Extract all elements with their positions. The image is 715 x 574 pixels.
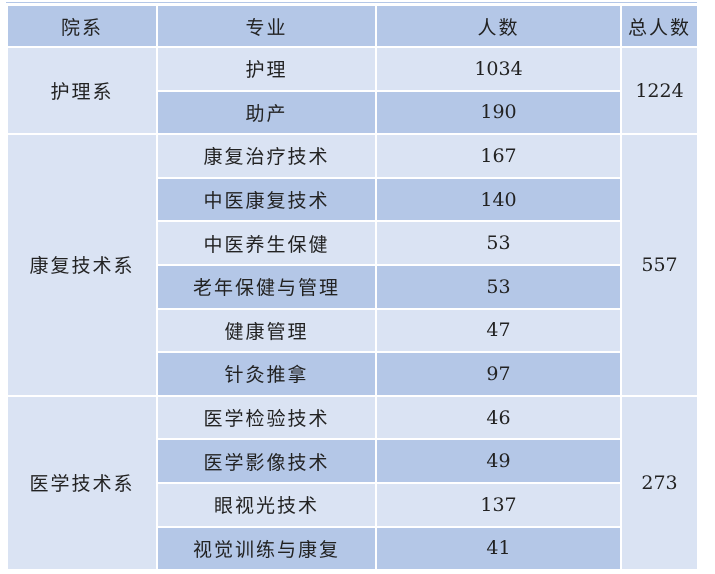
- header-dept: 院系: [6, 4, 158, 48]
- count-cell: 137: [375, 481, 622, 528]
- count-cell: 167: [375, 133, 622, 179]
- table-row: 视觉训练与康复 41: [7, 525, 698, 572]
- table-row: 医学影像技术 49: [7, 438, 698, 484]
- table-row: 老年保健与管理 53: [7, 263, 698, 310]
- table-row: 健康管理 47: [7, 307, 698, 354]
- header-row: 院系 专业 人数 总人数: [6, 4, 699, 48]
- count-cell: 49: [375, 438, 622, 484]
- header-total: 总人数: [620, 4, 699, 48]
- table-row: 康复技术系 康复治疗技术 167 557: [6, 133, 699, 397]
- major-cell: 助产: [156, 89, 377, 136]
- total-cell: 557: [620, 133, 699, 397]
- table-row: 护理系 护理 1034 1224: [6, 45, 699, 136]
- major-cell: 视觉训练与康复: [156, 525, 377, 572]
- dept-cell: 护理系: [6, 45, 158, 136]
- top-border: [6, 2, 697, 3]
- major-cell: 康复治疗技术: [156, 133, 377, 179]
- count-cell: 46: [375, 394, 622, 441]
- count-cell: 41: [375, 525, 622, 572]
- major-cell: 中医养生保健: [156, 220, 377, 266]
- header-major: 专业: [156, 4, 377, 48]
- major-cell: 健康管理: [156, 307, 377, 354]
- enrollment-table: 院系 专业 人数 总人数 护理系 护理 1034 1224 助产 190 康复技术系 康复治疗…: [6, 4, 699, 572]
- count-cell: 47: [375, 307, 622, 354]
- major-cell: 医学影像技术: [156, 438, 377, 484]
- major-cell: 老年保健与管理: [156, 263, 377, 310]
- major-cell: 护理: [156, 46, 377, 92]
- table-row: 中医养生保健 53: [7, 220, 698, 266]
- count-cell: 190: [375, 89, 622, 136]
- header-count: 人数: [375, 4, 622, 48]
- dept-cell: 医学技术系: [6, 394, 158, 572]
- count-cell: 53: [375, 220, 622, 266]
- major-cell: 医学检验技术: [156, 394, 377, 441]
- dept-cell: 康复技术系: [6, 133, 158, 397]
- major-cell: 针灸推拿: [156, 351, 377, 397]
- count-cell: 1034: [375, 46, 622, 92]
- count-cell: 140: [375, 176, 622, 223]
- table-row: 助产 190: [7, 89, 698, 136]
- major-cell: 中医康复技术: [156, 176, 377, 223]
- total-cell: 273: [620, 394, 699, 572]
- table-row: 针灸推拿 97: [7, 351, 698, 397]
- count-cell: 97: [375, 351, 622, 397]
- table-row: 医学技术系 医学检验技术 46 273: [6, 394, 699, 572]
- count-cell: 53: [375, 263, 622, 310]
- table-row: 中医康复技术 140: [7, 176, 698, 223]
- major-cell: 眼视光技术: [156, 481, 377, 528]
- table-row: 眼视光技术 137: [7, 481, 698, 528]
- total-cell: 1224: [620, 45, 699, 136]
